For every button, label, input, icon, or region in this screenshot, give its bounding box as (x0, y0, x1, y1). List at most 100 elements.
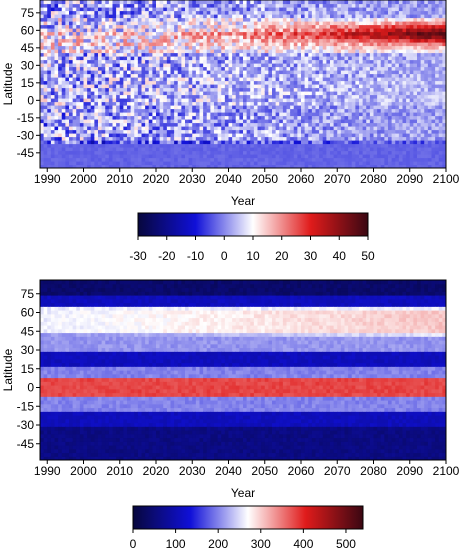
heatmap-cell (235, 157, 240, 162)
heatmap-cell (47, 164, 52, 168)
heatmap-cell (116, 87, 121, 92)
heatmap-cell (311, 17, 317, 22)
heatmap-cell (181, 112, 186, 117)
heatmap-cell (243, 52, 248, 57)
heatmap-cell (214, 70, 219, 75)
heatmap-cell (116, 133, 121, 138)
heatmap-cell (214, 140, 219, 145)
heatmap-cell (384, 3, 389, 8)
heatmap-cell (250, 42, 255, 47)
heatmap-cell (304, 122, 309, 127)
heatmap-cell (319, 24, 324, 29)
heatmap-cell (261, 66, 266, 71)
heatmap-cell (43, 91, 48, 96)
heatmap-cell (181, 56, 186, 61)
heatmap-cell (90, 105, 95, 110)
heatmap-cell (388, 147, 393, 152)
heatmap-cell (417, 164, 422, 168)
heatmap-cell (203, 140, 208, 145)
heatmap-cell (206, 73, 211, 78)
heatmap-cell (373, 42, 378, 47)
heatmap-cell (94, 70, 99, 75)
heatmap-cell (108, 157, 114, 162)
heatmap-cell (344, 14, 349, 19)
heatmap-cell (69, 143, 74, 148)
heatmap-cell (333, 143, 338, 148)
heatmap-cell (351, 77, 356, 82)
heatmap-cell (76, 94, 81, 99)
heatmap-cell (297, 147, 302, 152)
heatmap-cell (391, 154, 396, 159)
heatmap-cell (337, 52, 342, 57)
heatmap-cell (315, 133, 320, 138)
heatmap-cell (395, 21, 400, 26)
heatmap-cell (250, 126, 255, 131)
heatmap-cell (137, 136, 143, 141)
heatmap-cell (377, 126, 382, 131)
heatmap-cell (293, 84, 298, 89)
heatmap-cell (145, 119, 150, 124)
heatmap-cell (152, 35, 157, 40)
heatmap-cell (297, 59, 302, 64)
heatmap-cell (83, 101, 88, 106)
heatmap-cell (94, 14, 99, 19)
heatmap-cell (130, 87, 135, 92)
heatmap-cell (101, 77, 106, 82)
heatmap-cell (301, 56, 306, 61)
heatmap-cell (286, 24, 291, 29)
heatmap-cell (188, 122, 193, 127)
heatmap-cell (98, 21, 103, 26)
heatmap-cell (181, 24, 186, 29)
heatmap-cell (301, 63, 306, 68)
heatmap-cell (322, 101, 327, 106)
heatmap-cell (297, 129, 302, 134)
heatmap-cell (380, 66, 385, 71)
heatmap-cell (264, 42, 269, 47)
heatmap-cell (340, 10, 346, 15)
heatmap-cell (406, 136, 411, 141)
heatmap-cell (108, 115, 114, 120)
heatmap-cell (406, 77, 411, 82)
heatmap-cell (293, 133, 298, 138)
heatmap-cell (101, 108, 106, 113)
heatmap-cell (141, 66, 146, 71)
heatmap-cell (351, 45, 356, 50)
heatmap-cell (308, 147, 313, 152)
heatmap-cell (340, 56, 346, 61)
heatmap-cell (308, 77, 313, 82)
heatmap-cell (380, 154, 385, 159)
heatmap-cell (98, 52, 103, 57)
heatmap-cell (210, 84, 215, 89)
heatmap-cell (275, 161, 280, 166)
heatmap-cell (123, 77, 128, 82)
heatmap-cell (272, 3, 277, 8)
heatmap-cell (79, 59, 85, 64)
heatmap-cell (388, 0, 393, 5)
heatmap-cell (290, 129, 295, 134)
heatmap-cell (72, 77, 77, 82)
heatmap-cell (72, 66, 77, 71)
heatmap-cell (76, 10, 81, 15)
heatmap-cell (54, 0, 59, 5)
heatmap-cell (192, 42, 197, 47)
heatmap-cell (134, 164, 139, 168)
heatmap-cell (250, 63, 255, 68)
heatmap-cell (108, 10, 114, 15)
heatmap-cell (174, 108, 179, 113)
heatmap-cell (65, 98, 70, 103)
heatmap-cell (98, 91, 103, 96)
heatmap-cell (297, 38, 302, 43)
heatmap-cell (282, 154, 288, 159)
heatmap-cell (199, 91, 204, 96)
heatmap-cell (101, 105, 106, 110)
heatmap-cell (54, 70, 59, 75)
heatmap-cell (134, 56, 139, 61)
heatmap-cell (148, 56, 153, 61)
heatmap-cell (148, 91, 153, 96)
heatmap-cell (359, 154, 364, 159)
heatmap-cell (330, 59, 335, 64)
heatmap-cell (413, 147, 418, 152)
heatmap-cell (344, 164, 349, 168)
heatmap-cell (290, 164, 295, 168)
heatmap-cell (177, 161, 182, 166)
